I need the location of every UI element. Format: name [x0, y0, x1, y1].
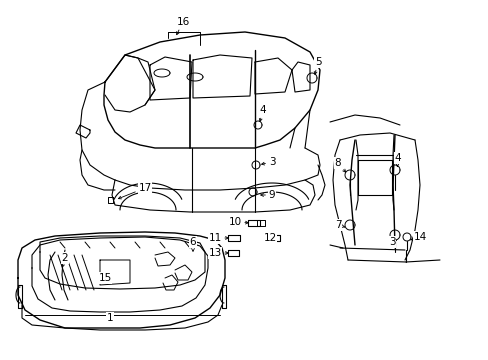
- Text: 4: 4: [259, 105, 266, 121]
- Text: 14: 14: [409, 232, 426, 242]
- Text: 3: 3: [261, 157, 275, 167]
- Text: 10: 10: [228, 217, 248, 227]
- Text: 2: 2: [61, 253, 68, 267]
- Text: 5: 5: [314, 57, 321, 75]
- Text: 11: 11: [208, 233, 228, 243]
- Text: 3: 3: [388, 237, 395, 247]
- Text: 1: 1: [106, 312, 113, 323]
- Text: 6: 6: [189, 237, 196, 251]
- Text: 4: 4: [394, 153, 401, 167]
- Text: 17: 17: [118, 183, 151, 199]
- Text: 12: 12: [263, 233, 276, 243]
- Text: 13: 13: [208, 248, 228, 258]
- Text: 15: 15: [98, 273, 111, 283]
- Text: 9: 9: [260, 190, 275, 200]
- Text: 7: 7: [334, 220, 344, 230]
- Text: 8: 8: [334, 158, 345, 172]
- Text: 16: 16: [176, 17, 189, 35]
